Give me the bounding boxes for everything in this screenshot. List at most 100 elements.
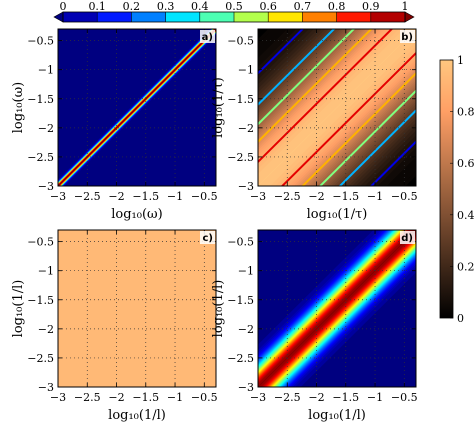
x-tick-label: −1 [367, 190, 383, 203]
y-tick-label: −3 [38, 381, 54, 394]
axes-frame [257, 229, 417, 388]
heatmap-area [58, 230, 216, 387]
colorbar-tick-label: 0.8 [328, 0, 346, 13]
colorbar-extend-low [53, 11, 64, 23]
x-tick-label: −0.5 [391, 391, 418, 404]
panel-label-bg [200, 30, 215, 43]
x-tick-label: −3 [50, 190, 66, 203]
contour-line [301, 71, 416, 186]
colorbar-tick-label: 0.4 [191, 0, 209, 13]
x-tick-label: −2.5 [274, 391, 301, 404]
x-tick-label: −1.5 [132, 190, 159, 203]
colorbar-tick-label: 0.3 [157, 0, 175, 13]
x-tick-label: −2.5 [74, 190, 101, 203]
contour-line [258, 29, 356, 126]
colorbar-jet: 0 0.1 0.2 0.3 0.4 0.5 0.6 0.7 0.8 0.9 1 [53, 0, 415, 23]
x-tick-label: −2 [108, 190, 124, 203]
y-tick-label: −1 [238, 64, 254, 77]
panel-label: a) [202, 32, 213, 43]
x-tick-label: −3 [250, 391, 266, 404]
heatmap-fill [58, 230, 216, 387]
x-tick-label: −1.5 [332, 190, 359, 203]
x-tick-label: −3 [250, 190, 266, 203]
y-tick-label: −2.5 [227, 352, 254, 365]
colorbar-tick-label: 0 [457, 312, 464, 325]
colorbar-segment [370, 12, 406, 22]
panel-label: d) [401, 233, 413, 244]
y-tick-label: −1.5 [27, 93, 54, 106]
y-tick-label: −0.5 [27, 236, 54, 249]
panel-label: b) [401, 32, 413, 43]
heatmap-area [258, 230, 416, 387]
axes-frame [57, 229, 217, 388]
y-tick-label: −2 [38, 323, 54, 336]
colorbar-copper: 0 0.2 0.4 0.6 0.8 1 [439, 54, 474, 325]
colorbar-tick-label: 1 [402, 0, 409, 13]
colorbar-tick-label: 0.2 [457, 260, 474, 273]
contour-line [280, 51, 416, 186]
heatmap-area [258, 29, 416, 186]
colorbar-tick-label: 0.2 [123, 0, 141, 13]
colorbar-tick-label: 0.1 [88, 0, 106, 13]
colorbar-tick-label: 0 [60, 0, 67, 13]
panel-label-bg [400, 231, 415, 244]
x-tick-label: −2.5 [74, 391, 101, 404]
contour-line [369, 140, 416, 186]
y-axis-label: log₁₀(ω) [11, 82, 26, 133]
colorbar-tick-label: 0.8 [457, 106, 474, 119]
x-tick-label: −2.5 [274, 190, 301, 203]
x-tick-label: −1 [167, 190, 183, 203]
y-tick-label: −3 [38, 180, 54, 193]
colorbar-tick-label: 1 [457, 54, 464, 67]
x-axis-label: log₁₀(1/l) [108, 408, 166, 423]
panel-label-bg [400, 30, 415, 43]
y-tick-label: −2.5 [27, 151, 54, 164]
colorbar-extend-high [404, 11, 415, 23]
y-tick-label: −2 [238, 122, 254, 135]
colorbar-tick-label: 0.9 [362, 0, 380, 13]
colorbar-segment [165, 12, 201, 22]
colorbar-segment [63, 12, 98, 22]
contour-line [258, 29, 336, 106]
x-tick-label: −1 [367, 391, 383, 404]
y-tick-label: −1.5 [227, 93, 254, 106]
colorbar-segment [302, 12, 337, 22]
y-tick-label: −1 [238, 265, 254, 278]
y-tick-label: −0.5 [227, 236, 254, 249]
diagonal-band-level [258, 29, 416, 186]
colorbar-tick-label: 0.6 [259, 0, 277, 13]
panel-a: −3 −2.5 −2 −1.5 −1 −0.5 −3 −2.5 −2 −1.5 −1 −0.5 log₁… [11, 28, 218, 222]
colorbar-segment [336, 12, 372, 22]
x-tick-label: −2 [308, 391, 324, 404]
contour-line [338, 109, 416, 186]
x-tick-label: −1 [167, 391, 183, 404]
x-tick-label: −0.5 [391, 190, 418, 203]
axes-frame [257, 28, 417, 187]
y-tick-label: −0.5 [227, 35, 254, 48]
y-axis-label: log₁₀(1/τ) [211, 77, 226, 138]
y-tick-label: −1.5 [27, 294, 54, 307]
x-axis-label: log₁₀(ω) [111, 207, 162, 222]
diagonal-band-level [258, 230, 416, 387]
colorbar-segment [268, 12, 303, 22]
y-tick-label: −0.5 [27, 35, 54, 48]
x-tick-label: −2 [108, 391, 124, 404]
diagonal-band-level [58, 29, 216, 186]
colorbar-tick-label: 0.5 [225, 0, 243, 13]
y-tick-label: −1 [38, 64, 54, 77]
y-tick-label: −1 [38, 265, 54, 278]
panel-d: −3 −2.5 −2 −1.5 −1 −0.5 −3 −2.5 −2 −1.5 −1 −0.5 log₁… [211, 229, 418, 423]
colorbar-segment [97, 12, 132, 22]
y-tick-label: −3 [238, 381, 254, 394]
contour-line [258, 29, 373, 144]
x-axis-label: log₁₀(1/τ) [307, 207, 368, 222]
colorbar-segment [199, 12, 235, 22]
y-axis-label: log₁₀(1/l) [11, 280, 26, 338]
panel-label: c) [203, 233, 214, 244]
x-tick-label: −3 [50, 391, 66, 404]
colorbar-tick-label: 0.4 [457, 209, 474, 222]
y-tick-label: −2.5 [227, 151, 254, 164]
y-tick-label: −2 [238, 323, 254, 336]
colorbar-tick-label: 0.6 [457, 157, 474, 170]
